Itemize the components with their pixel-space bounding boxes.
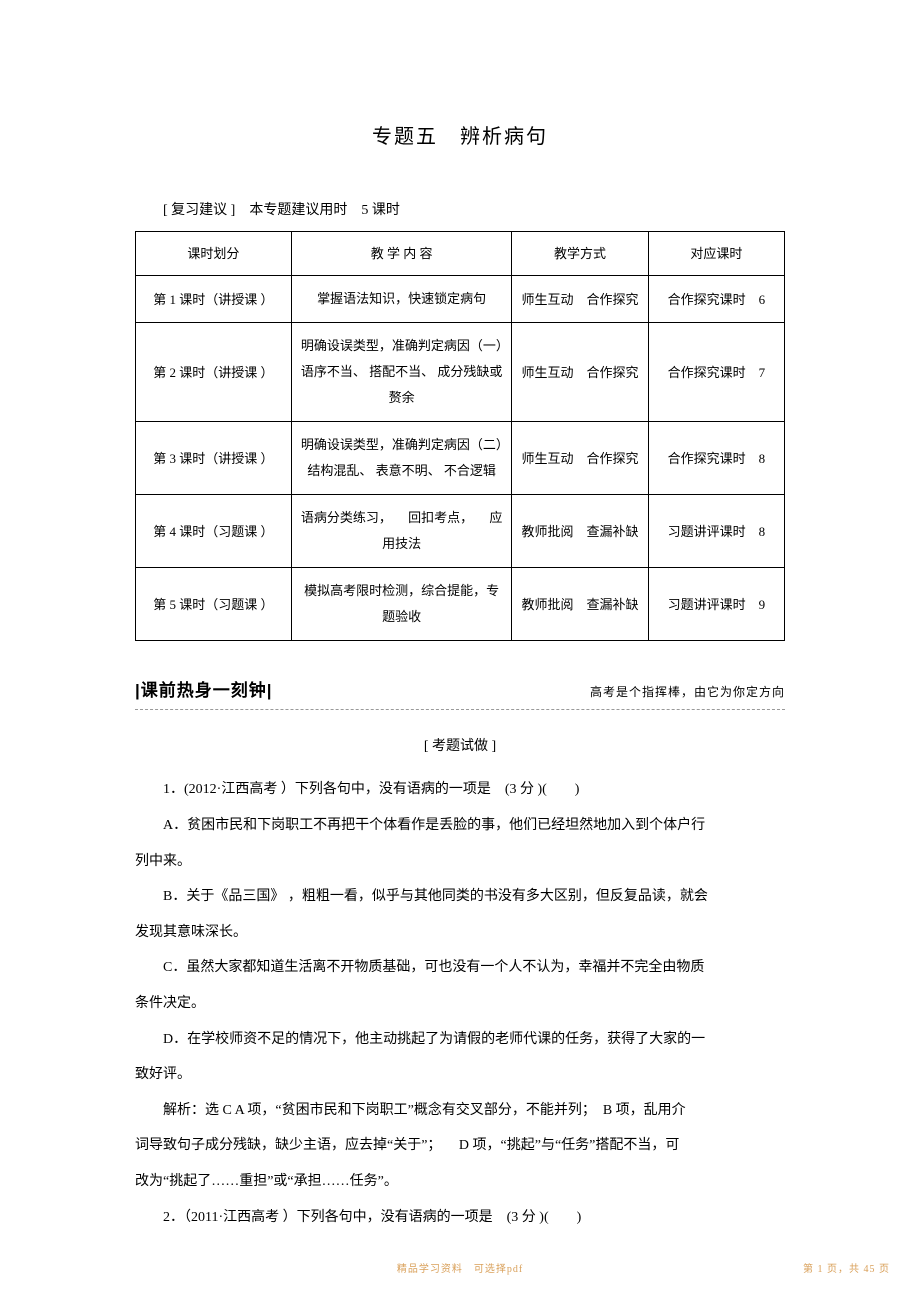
option-c: C．虽然大家都知道生活离不开物质基础，可也没有一个人不认为，幸福并不完全由物质 xyxy=(135,951,785,985)
table-cell: 教师批阅 查漏补缺 xyxy=(512,568,648,641)
analysis-line2: 词导致句子成分残缺，缺少主语，应去掉“关于”； D 项，“挑起”与“任务”搭配不… xyxy=(135,1129,785,1163)
option-d-tail: 致好评。 xyxy=(135,1058,785,1092)
table-cell: 第 3 课时（讲授课 ） xyxy=(136,422,292,495)
table-cell: 第 4 课时（习题课 ） xyxy=(136,495,292,568)
warmup-subtitle: 高考是个指挥棒，由它为你定方向 xyxy=(590,683,785,700)
warmup-title: |课前热身一刻钟| xyxy=(135,676,273,701)
table-cell: 第 2 课时（讲授课 ） xyxy=(136,323,292,422)
col-header: 教 学 内 容 xyxy=(291,232,512,276)
table-cell: 习题讲评课时 9 xyxy=(648,568,784,641)
table-cell: 语病分类练习， 回扣考点， 应用技法 xyxy=(291,495,512,568)
warmup-header: |课前热身一刻钟| 高考是个指挥棒，由它为你定方向 xyxy=(135,676,785,701)
option-a-tail: 列中来。 xyxy=(135,845,785,879)
review-advice: [ 复习建议 ] 本专题建议用时 5 课时 xyxy=(135,199,785,219)
table-cell: 明确设误类型，准确判定病因（二） 结构混乱、 表意不明、 不合逻辑 xyxy=(291,422,512,495)
page-title: 专题五 辨析病句 xyxy=(135,120,785,149)
table-cell: 师生互动 合作探究 xyxy=(512,276,648,323)
table-cell: 合作探究课时 7 xyxy=(648,323,784,422)
option-c-tail: 条件决定。 xyxy=(135,987,785,1021)
table-cell: 合作探究课时 6 xyxy=(648,276,784,323)
table-row: 第 3 课时（讲授课 ） 明确设误类型，准确判定病因（二） 结构混乱、 表意不明… xyxy=(136,422,785,495)
analysis-line3: 改为“挑起了……重担”或“承担……任务”。 xyxy=(135,1165,785,1199)
question-stem: 1．(2012·江西高考 ）下列各句中，没有语病的一项是 (3 分 )( ) xyxy=(135,773,785,807)
option-b-tail: 发现其意味深长。 xyxy=(135,916,785,950)
col-header: 对应课时 xyxy=(648,232,784,276)
schedule-table: 课时划分 教 学 内 容 教学方式 对应课时 第 1 课时（讲授课 ） 掌握语法… xyxy=(135,231,785,641)
page-number: 第 1 页，共 45 页 xyxy=(803,1260,890,1275)
col-header: 课时划分 xyxy=(136,232,292,276)
table-row: 第 5 课时（习题课 ） 模拟高考限时检测，综合提能，专题验收 教师批阅 查漏补… xyxy=(136,568,785,641)
divider xyxy=(135,709,785,710)
question-stem-2: 2．（2011·江西高考 ）下列各句中，没有语病的一项是 (3 分 )( ) xyxy=(135,1201,785,1235)
table-cell: 明确设误类型，准确判定病因（一） 语序不当、 搭配不当、 成分残缺或赘余 xyxy=(291,323,512,422)
option-b: B．关于《品三国》 ，粗粗一看，似乎与其他同类的书没有多大区别，但反复品读，就会 xyxy=(135,880,785,914)
table-cell: 第 1 课时（讲授课 ） xyxy=(136,276,292,323)
table-row: 第 4 课时（习题课 ） 语病分类练习， 回扣考点， 应用技法 教师批阅 查漏补… xyxy=(136,495,785,568)
analysis: 解析：选 C A 项，“贫困市民和下岗职工”概念有交叉部分，不能并列； B 项，… xyxy=(135,1094,785,1128)
col-header: 教学方式 xyxy=(512,232,648,276)
table-row: 第 1 课时（讲授课 ） 掌握语法知识，快速锁定病句 师生互动 合作探究 合作探… xyxy=(136,276,785,323)
table-cell: 师生互动 合作探究 xyxy=(512,323,648,422)
section-label: [ 考题试做 ] xyxy=(135,735,785,755)
table-cell: 教师批阅 查漏补缺 xyxy=(512,495,648,568)
option-a: A．贫困市民和下岗职工不再把干个体看作是丢脸的事，他们已经坦然地加入到个体户行 xyxy=(135,809,785,843)
table-row: 第 2 课时（讲授课 ） 明确设误类型，准确判定病因（一） 语序不当、 搭配不当… xyxy=(136,323,785,422)
table-cell: 习题讲评课时 8 xyxy=(648,495,784,568)
table-cell: 合作探究课时 8 xyxy=(648,422,784,495)
table-header-row: 课时划分 教 学 内 容 教学方式 对应课时 xyxy=(136,232,785,276)
table-cell: 掌握语法知识，快速锁定病句 xyxy=(291,276,512,323)
table-cell: 模拟高考限时检测，综合提能，专题验收 xyxy=(291,568,512,641)
option-d: D．在学校师资不足的情况下，他主动挑起了为请假的老师代课的任务，获得了大家的一 xyxy=(135,1023,785,1057)
table-cell: 师生互动 合作探究 xyxy=(512,422,648,495)
footer-text: 精品学习资料 可选择pdf xyxy=(0,1260,920,1275)
table-cell: 第 5 课时（习题课 ） xyxy=(136,568,292,641)
